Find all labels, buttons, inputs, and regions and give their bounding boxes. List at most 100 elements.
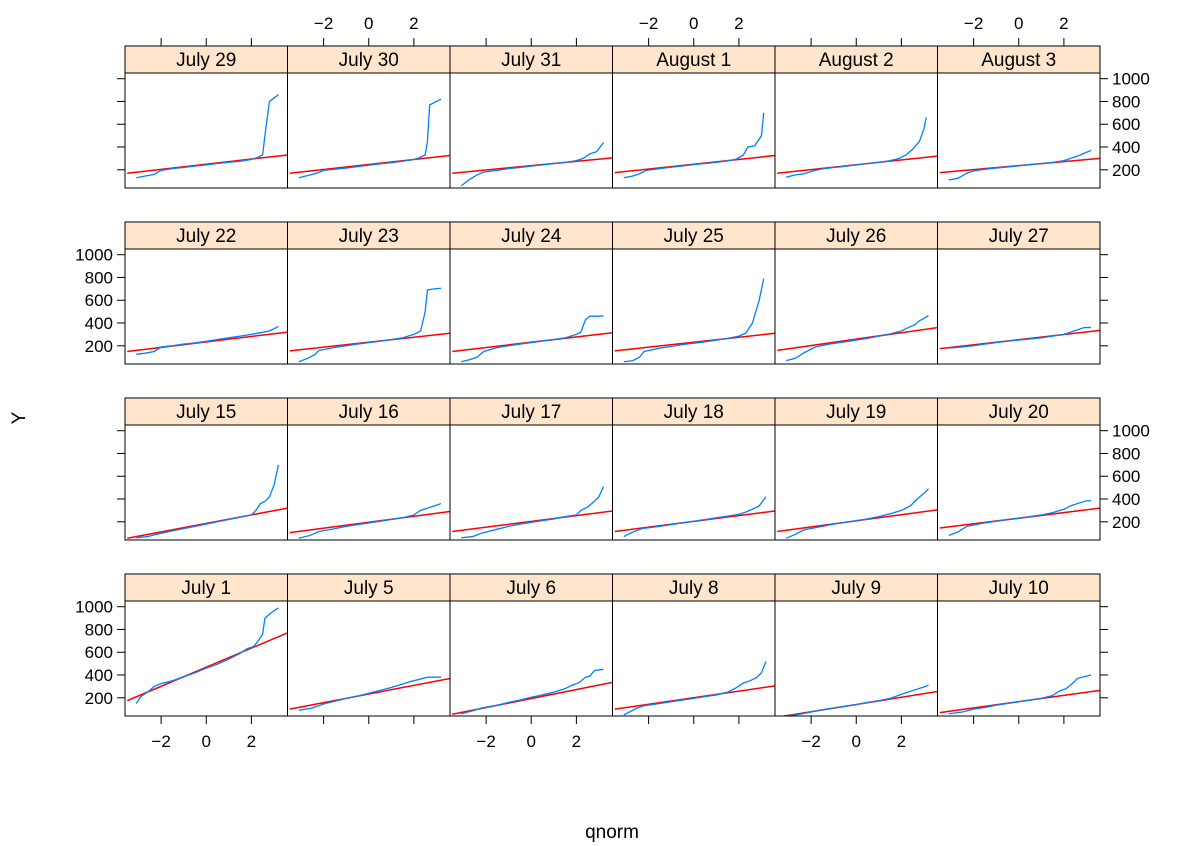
strip-label: July 15 bbox=[176, 402, 236, 423]
panel-data bbox=[127, 94, 288, 179]
strip-july-10 bbox=[937, 573, 1101, 602]
x-tick-label: 0 bbox=[852, 732, 861, 751]
reference-line bbox=[452, 510, 613, 533]
x-tick-label: 2 bbox=[409, 14, 418, 33]
quantile-line bbox=[623, 661, 767, 716]
panel-july-23: July 23 bbox=[287, 221, 451, 365]
strip-july-5 bbox=[287, 573, 451, 602]
x-tick-label: 2 bbox=[1059, 14, 1068, 33]
panel-data bbox=[452, 668, 613, 716]
quantile-line bbox=[623, 496, 767, 538]
x-tick-label: 2 bbox=[572, 732, 581, 751]
panel-july-24: July 24 bbox=[449, 221, 613, 365]
y-tick-label: 1000 bbox=[1112, 422, 1150, 441]
panel-data bbox=[289, 287, 450, 363]
panel-data bbox=[289, 676, 450, 711]
panel-data bbox=[939, 326, 1100, 350]
y-tick-label: 200 bbox=[85, 337, 113, 356]
panel-border bbox=[937, 248, 1101, 365]
y-tick-label: 600 bbox=[1112, 115, 1140, 134]
strip-july-24 bbox=[449, 221, 613, 250]
panel-july-29: July 29 bbox=[124, 45, 288, 189]
panel-border bbox=[449, 248, 613, 365]
quantile-line bbox=[461, 315, 604, 363]
x-tick-label: −2 bbox=[314, 14, 333, 33]
strip-july-20 bbox=[937, 397, 1101, 426]
panel-july-18: July 18 bbox=[612, 397, 776, 541]
x-tick-label: 0 bbox=[689, 14, 698, 33]
panel-border bbox=[124, 600, 288, 717]
strip-label: July 6 bbox=[506, 578, 556, 599]
panel-data bbox=[779, 684, 938, 716]
strip-july-1 bbox=[124, 573, 288, 602]
panel-july-22: July 22 bbox=[124, 221, 288, 365]
x-tick-label: 0 bbox=[202, 732, 211, 751]
panel-data bbox=[452, 142, 613, 187]
quantile-line bbox=[786, 488, 929, 539]
strip-july-29 bbox=[124, 45, 288, 74]
panel-data bbox=[614, 496, 775, 538]
y-tick-label: 800 bbox=[85, 268, 113, 287]
quantile-line bbox=[135, 607, 279, 704]
strip-july-31 bbox=[449, 45, 613, 74]
x-tick-label: −2 bbox=[964, 14, 983, 33]
x-axis-label: qnorm bbox=[585, 822, 639, 843]
y-tick-label: 400 bbox=[85, 314, 113, 333]
strip-label: July 22 bbox=[176, 226, 236, 247]
panel-border bbox=[937, 424, 1101, 541]
quantile-line bbox=[948, 674, 1092, 715]
panel-border bbox=[937, 600, 1101, 717]
quantile-line bbox=[623, 278, 765, 363]
panel-data bbox=[777, 315, 938, 362]
panel-july-30: July 30 bbox=[287, 45, 451, 189]
x-tick-label: 0 bbox=[1014, 14, 1023, 33]
quantile-line bbox=[136, 94, 279, 179]
panel-data bbox=[452, 486, 613, 539]
strip-label: July 16 bbox=[339, 402, 399, 423]
y-tick-label: 1000 bbox=[1112, 70, 1150, 89]
reference-line bbox=[614, 332, 775, 352]
panel-july-27: July 27 bbox=[937, 221, 1101, 365]
quantile-line bbox=[298, 98, 442, 179]
panel-july-16: July 16 bbox=[287, 397, 451, 541]
panel-july-20: July 20 bbox=[937, 397, 1101, 541]
reference-line bbox=[614, 685, 775, 710]
strip-july-25 bbox=[612, 221, 776, 250]
panel-data bbox=[126, 607, 288, 704]
strip-label: July 29 bbox=[176, 50, 236, 71]
quantile-line bbox=[461, 668, 604, 715]
strip-label: July 9 bbox=[831, 578, 881, 599]
y-axis-label: Y bbox=[9, 411, 30, 424]
y-tick-label: 800 bbox=[85, 620, 113, 639]
panel-july-26: July 26 bbox=[774, 221, 938, 365]
strip-label: July 25 bbox=[664, 226, 724, 247]
strip-label: July 10 bbox=[989, 578, 1049, 599]
strip-label: August 1 bbox=[656, 50, 731, 71]
x-tick-label: 0 bbox=[527, 732, 536, 751]
panel-data bbox=[452, 315, 613, 363]
x-tick-label: −2 bbox=[639, 14, 658, 33]
axes: −2 0 2 −2 0 2 −2 0 2 −2 0 2 −2 0 2 −2 0 2 200 400 600 800 1000… bbox=[75, 14, 1150, 751]
panel-july-5: July 5 bbox=[287, 573, 451, 717]
strip-july-19 bbox=[774, 397, 938, 426]
strip-label: July 26 bbox=[826, 226, 886, 247]
strip-label: July 17 bbox=[501, 402, 561, 423]
panel-border bbox=[612, 424, 776, 541]
strip-label: July 5 bbox=[344, 578, 394, 599]
x-tick-label: −2 bbox=[476, 732, 495, 751]
quantile-line bbox=[460, 142, 604, 187]
panel-july-31: July 31 bbox=[449, 45, 613, 189]
y-tick-label: 800 bbox=[1112, 444, 1140, 463]
panel-july-1: July 1 bbox=[124, 573, 288, 717]
strip-july-27 bbox=[937, 221, 1101, 250]
reference-line bbox=[777, 326, 938, 352]
y-tick-label: 600 bbox=[1112, 467, 1140, 486]
reference-line bbox=[127, 154, 288, 174]
quantile-line bbox=[948, 500, 1091, 537]
quantile-line bbox=[298, 676, 441, 711]
panel-data bbox=[939, 149, 1100, 181]
x-tick-label: −2 bbox=[801, 732, 820, 751]
strip-july-23 bbox=[287, 221, 451, 250]
x-tick-label: 2 bbox=[897, 732, 906, 751]
panel-data bbox=[939, 500, 1100, 537]
